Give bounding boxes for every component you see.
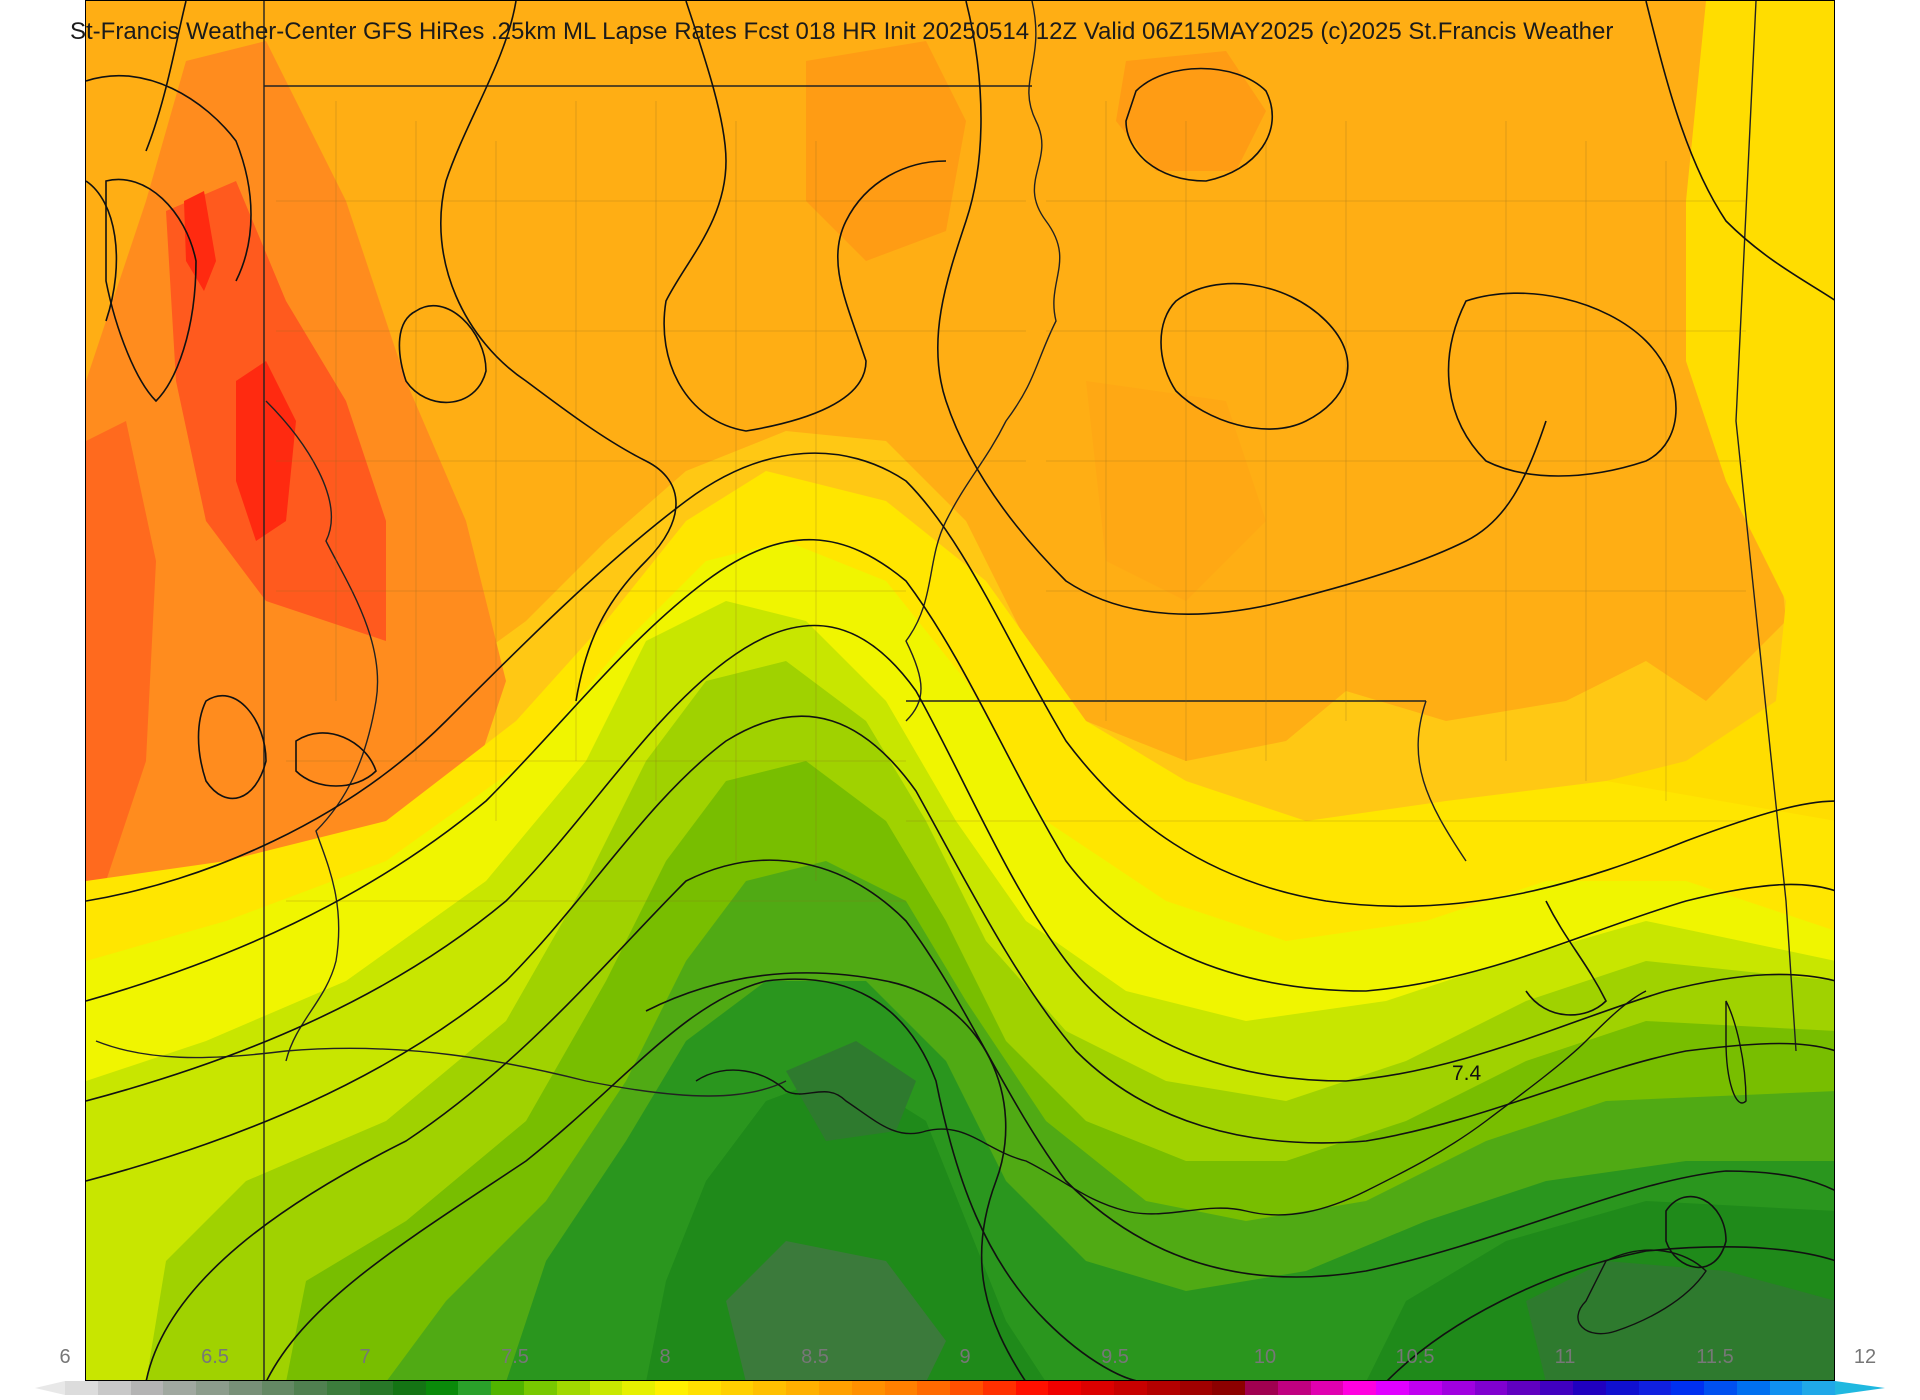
field-gray-green-1 [786, 1041, 916, 1141]
colorbar-tick-label: 12 [1853, 1346, 1877, 1368]
colorbar-swatch [1146, 1381, 1180, 1395]
colorbar-tick-label: 10.5 [1395, 1346, 1435, 1368]
contour-lines [86, 1, 1834, 1380]
field-yellow-east [1606, 1, 1834, 901]
colorbar-min-arrow [35, 1381, 65, 1395]
weather-map [85, 0, 1835, 1381]
colorbar-swatch [917, 1381, 951, 1395]
colorbar-tick-label: 9 [959, 1346, 971, 1368]
colorbar-tick-label: 10 [1253, 1346, 1277, 1368]
colorbar-swatch [1048, 1381, 1082, 1395]
colorbar-tick-label: 11 [1554, 1346, 1576, 1368]
colorbar-tick-label: 11.5 [1696, 1346, 1734, 1368]
colorbar-swatch [1409, 1381, 1442, 1395]
coastline [695, 990, 1747, 1335]
colorbar-tick-label: 6.5 [201, 1346, 229, 1368]
colorbar-swatch [1474, 1381, 1508, 1395]
colorbar-swatch [360, 1381, 393, 1395]
colorbar-swatch [1769, 1381, 1803, 1395]
colorbar-swatch [392, 1381, 426, 1395]
colorbar-swatch [950, 1381, 983, 1395]
field-red-north [184, 191, 216, 291]
colorbar-swatch [687, 1381, 721, 1395]
colorbar-swatch [130, 1381, 164, 1395]
colorbar-tick-label: 6 [59, 1346, 71, 1368]
colorbar-swatch [261, 1381, 295, 1395]
colorbar-swatch [97, 1381, 131, 1395]
colorbar-swatch [1671, 1381, 1705, 1395]
field-orange-patch-1 [806, 41, 966, 261]
colorbar-swatch [1245, 1381, 1278, 1395]
colorbar-swatch [425, 1381, 459, 1395]
colorbar-tick-label: 7 [359, 1346, 371, 1368]
colorbar-swatch [655, 1381, 688, 1395]
colorbar-tick-label: 8 [659, 1346, 671, 1368]
colorbar-swatch [556, 1381, 590, 1395]
colorbar-swatch [1114, 1381, 1147, 1395]
colorbar-swatch [1212, 1381, 1246, 1395]
colorbar-swatch [1376, 1381, 1410, 1395]
colorbar-swatch [1572, 1381, 1606, 1395]
colorbar-swatch [982, 1381, 1016, 1395]
colorbar-swatch [228, 1381, 262, 1395]
colorbar-swatch [1081, 1381, 1114, 1395]
colorbar-swatch [65, 1381, 98, 1395]
colorbar-swatch [1605, 1381, 1639, 1395]
field-gray-green-3 [1526, 1261, 1834, 1380]
colorbar-swatch [327, 1381, 361, 1395]
colorbar-swatch [1310, 1381, 1344, 1395]
colorbar-swatch [1507, 1381, 1541, 1395]
colorbar-swatch [1736, 1381, 1770, 1395]
colorbar-swatch [1441, 1381, 1475, 1395]
colorbar-swatch [1704, 1381, 1737, 1395]
colorbar-swatch [491, 1381, 524, 1395]
colorbar-swatch [1540, 1381, 1573, 1395]
lapse-rate-field [86, 1, 1834, 1380]
colorbar-swatch [523, 1381, 557, 1395]
colorbar-swatch [1802, 1381, 1836, 1395]
colorbar-swatch [1277, 1381, 1311, 1395]
colorbar-swatch [1638, 1381, 1672, 1395]
field-gray-green-2 [726, 1241, 946, 1380]
colorbar-swatch [196, 1381, 229, 1395]
colorbar-swatch [818, 1381, 852, 1395]
colorbar-tick-label: 7.5 [501, 1346, 529, 1368]
field-orange-red-west [86, 421, 156, 881]
colorbar-swatch [622, 1381, 656, 1395]
colorbar-strip [65, 1381, 1836, 1395]
colorbar-tick-label: 8.5 [801, 1346, 829, 1368]
colorbar-swatch [589, 1381, 623, 1395]
colorbar-swatch [1343, 1381, 1377, 1395]
colorbar-swatch [458, 1381, 492, 1395]
colorbar-swatch [163, 1381, 197, 1395]
field-red-center [236, 361, 296, 541]
colorbar-swatch [294, 1381, 328, 1395]
field-orange-patch-2 [1116, 51, 1266, 171]
colorbar-swatch [884, 1381, 918, 1395]
colorbar-swatch [786, 1381, 819, 1395]
colorbar-tick-label: 9.5 [1101, 1346, 1129, 1368]
colorbar-max-arrow [1835, 1381, 1885, 1395]
county-lines [276, 101, 1746, 902]
colorbar-swatch [753, 1381, 787, 1395]
colorbar-swatch [851, 1381, 885, 1395]
map-title: St-Francis Weather-Center GFS HiRes .25k… [70, 18, 1614, 45]
contour-value-label: 7.4 [1452, 1062, 1482, 1085]
state-boundaries [95, 1, 1797, 1380]
colorbar-swatch [1179, 1381, 1213, 1395]
field-orange-patch-3 [1086, 381, 1266, 601]
colorbar-swatch [720, 1381, 754, 1395]
field-orange-north [86, 1, 1834, 821]
colorbar-swatch [1015, 1381, 1049, 1395]
